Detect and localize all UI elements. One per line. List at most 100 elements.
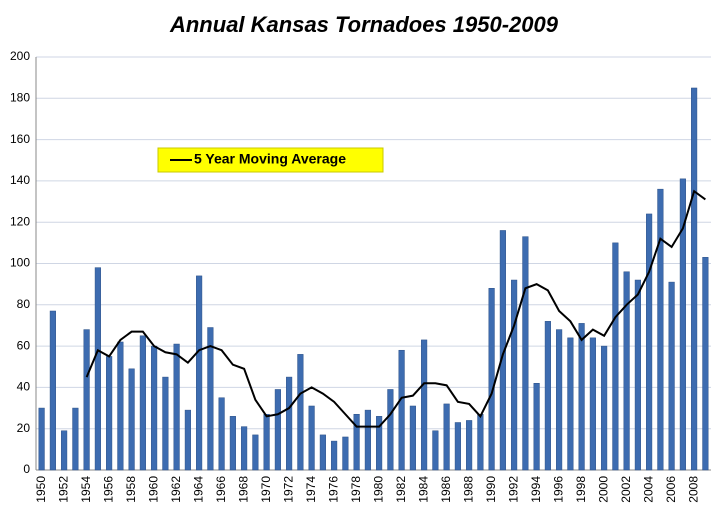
x-tick-label: 1956 (101, 476, 115, 503)
bar (578, 323, 585, 471)
bar (387, 389, 394, 471)
x-tick-label: 2004 (641, 476, 655, 503)
bar (443, 403, 450, 471)
y-tick-label: 60 (17, 338, 31, 352)
bar (319, 434, 326, 471)
y-tick-label: 100 (10, 256, 30, 270)
x-tick-label: 2002 (619, 476, 633, 503)
bar (229, 416, 236, 471)
moving-average-line (85, 189, 706, 428)
bar (589, 337, 596, 471)
bar (252, 434, 259, 471)
x-tick-label: 1976 (326, 476, 340, 503)
x-tick-label: 1960 (146, 476, 160, 503)
bar (691, 87, 698, 471)
y-tick-label: 0 (23, 462, 30, 476)
x-tick-label: 1990 (484, 476, 498, 503)
y-tick-label: 160 (10, 132, 30, 146)
bar (162, 376, 169, 471)
bar (61, 430, 68, 471)
bar (49, 310, 56, 471)
bar (173, 343, 180, 471)
bar (556, 329, 563, 471)
y-tick-label: 180 (10, 90, 30, 104)
bar (83, 329, 90, 471)
bar (454, 422, 461, 471)
y-tick-label: 80 (17, 297, 31, 311)
x-tick-label: 1950 (34, 476, 48, 503)
bar (567, 337, 574, 471)
bar (297, 354, 304, 471)
bar (511, 279, 518, 471)
x-tick-label: 1970 (259, 476, 273, 503)
bar (364, 409, 371, 471)
x-tick-label: 1962 (169, 476, 183, 503)
bar (128, 368, 135, 471)
bar (477, 413, 484, 471)
bar (94, 267, 101, 471)
bar (196, 275, 203, 471)
x-tick-label: 2006 (664, 476, 678, 503)
x-tick-label: 2000 (596, 476, 610, 503)
bar (398, 349, 405, 471)
bar (117, 341, 124, 471)
bar (207, 327, 214, 471)
chart-title: Annual Kansas Tornadoes 1950-2009 (169, 12, 559, 37)
x-tick-label: 1998 (574, 476, 588, 503)
x-tick-label: 1966 (214, 476, 228, 503)
bar (308, 405, 315, 471)
x-tick-label: 1984 (416, 476, 430, 503)
x-tick-label: 1974 (304, 476, 318, 503)
bar (409, 405, 416, 471)
bar (522, 236, 529, 471)
bar (151, 345, 158, 471)
y-tick-label: 140 (10, 173, 30, 187)
bar (274, 389, 281, 471)
x-tick-label: 1954 (79, 476, 93, 503)
legend-label: 5 Year Moving Average (194, 151, 346, 167)
x-tick-label: 1952 (56, 476, 70, 503)
x-tick-label: 1978 (349, 476, 363, 503)
y-tick-label: 120 (10, 214, 30, 228)
bar (342, 436, 349, 471)
bar (601, 345, 608, 471)
x-tick-label: 1964 (191, 476, 205, 503)
x-tick-label: 1972 (281, 476, 295, 503)
x-tick-label: 1994 (529, 476, 543, 503)
bar (657, 188, 664, 471)
x-tick-label: 2008 (686, 476, 700, 503)
y-tick-label: 20 (17, 421, 31, 435)
bar (139, 335, 146, 471)
x-tick-label: 1986 (439, 476, 453, 503)
bar (421, 339, 428, 471)
y-tick-label: 40 (17, 380, 31, 394)
bar (184, 409, 191, 471)
bar (376, 416, 383, 471)
bar (702, 257, 709, 471)
bar (679, 178, 686, 471)
bar (263, 413, 270, 471)
x-tick-label: 1996 (551, 476, 565, 503)
bar (533, 383, 540, 471)
bar (499, 230, 506, 471)
bar (286, 376, 293, 471)
bar (331, 440, 338, 471)
bar (353, 413, 360, 471)
bar (106, 356, 113, 471)
bar (38, 407, 45, 471)
x-tick-label: 1968 (236, 476, 250, 503)
bar (466, 420, 473, 471)
x-tick-label: 1988 (461, 476, 475, 503)
y-tick-label: 200 (10, 49, 30, 63)
bar (612, 242, 619, 471)
legend-box (157, 147, 384, 173)
bar (488, 288, 495, 471)
x-tick-label: 1992 (506, 476, 520, 503)
bar (72, 407, 79, 471)
x-tick-label: 1958 (124, 476, 138, 503)
x-tick-label: 1980 (371, 476, 385, 503)
bar (623, 271, 630, 471)
bar (634, 279, 641, 471)
bar (218, 397, 225, 471)
